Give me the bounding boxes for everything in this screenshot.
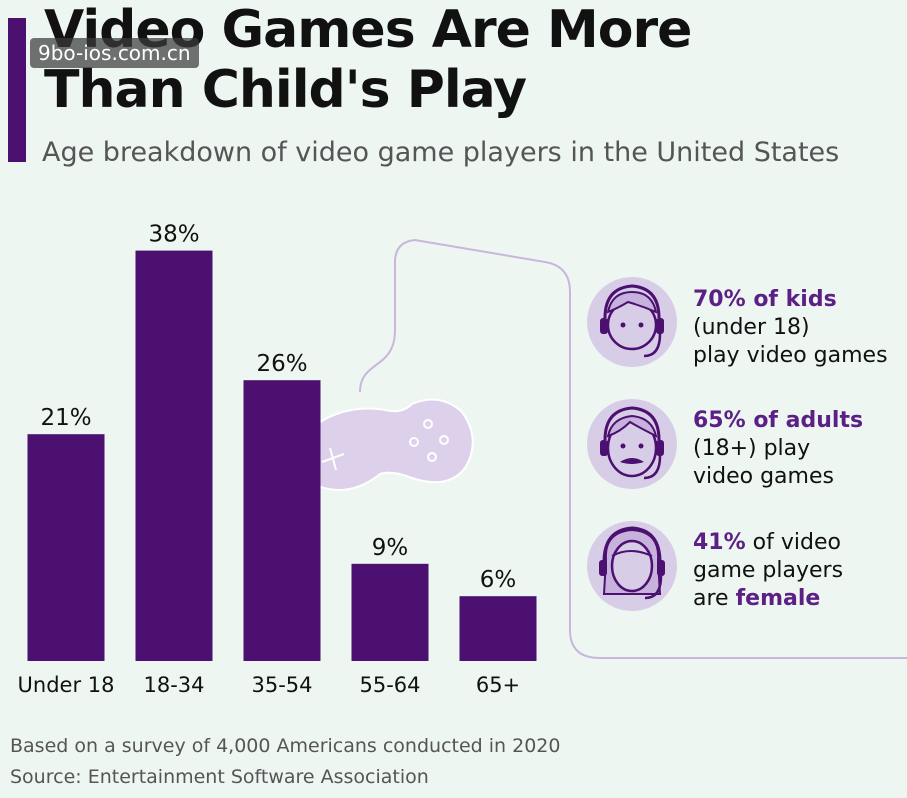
stat-adults: 65% of adults (18+) play video games xyxy=(693,407,863,491)
stat-adults-highlight: 65% of adults xyxy=(693,408,864,433)
bar-under-18 xyxy=(27,434,105,661)
footer-note: Based on a survey of 4,000 Americans con… xyxy=(10,735,561,757)
category-label: 55-64 xyxy=(359,673,420,697)
stat-female: 41% of video game players are female xyxy=(693,529,843,613)
stat-kids-highlight: 70% of kids xyxy=(693,287,837,312)
bar-65- xyxy=(459,596,537,661)
stat-kids-line3: play video games xyxy=(693,343,888,368)
stat-female-highlight: 41% xyxy=(693,530,746,555)
stat-kids: 70% of kids (under 18) play video games xyxy=(693,286,888,370)
bar-value-label: 9% xyxy=(372,535,409,561)
stat-kids-line2: (under 18) xyxy=(693,315,810,340)
bar-18-34 xyxy=(135,250,213,661)
footer-source: Source: Entertainment Software Associati… xyxy=(10,766,429,788)
watermark: 9bo-ios.com.cn xyxy=(30,38,199,68)
title-accent-bar xyxy=(8,18,26,162)
stat-female-line3-pre: are xyxy=(693,586,736,611)
stat-female-line3-highlight: female xyxy=(735,586,821,611)
title-line-2: Than Child's Play xyxy=(44,60,527,120)
stat-female-line2: game players xyxy=(693,558,844,583)
bar-value-label: 26% xyxy=(256,351,307,377)
connector-line xyxy=(359,238,907,659)
bar-value-label: 6% xyxy=(480,567,517,593)
bar-value-label: 21% xyxy=(40,405,91,431)
category-label: 18-34 xyxy=(143,673,204,697)
stat-adults-line3: video games xyxy=(693,464,834,489)
stat-female-line1-rest: of video xyxy=(745,530,841,555)
bar-value-label: 38% xyxy=(148,222,199,248)
bar-55-64 xyxy=(351,563,429,661)
category-label: 35-54 xyxy=(251,673,312,697)
stat-adults-line2: (18+) play xyxy=(693,436,811,461)
bar-35-54 xyxy=(243,380,321,661)
category-label: 65+ xyxy=(476,673,520,697)
chart-subtitle: Age breakdown of video game players in t… xyxy=(42,137,840,168)
category-label: Under 18 xyxy=(18,673,115,697)
